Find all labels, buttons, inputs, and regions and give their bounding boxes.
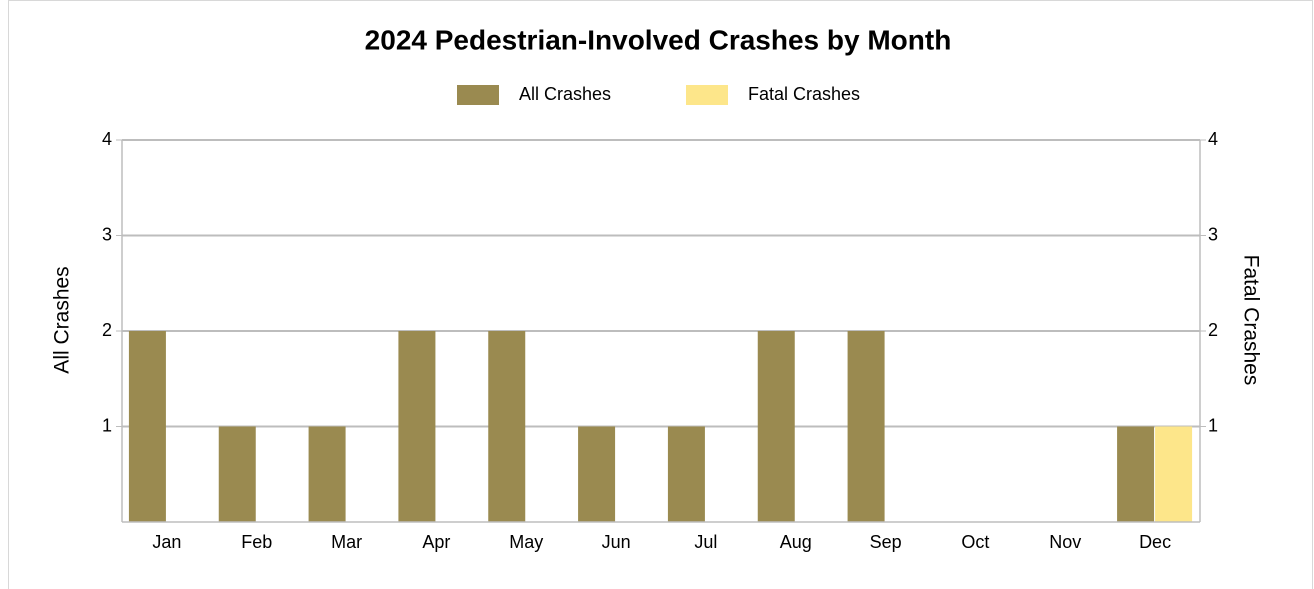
legend-label: Fatal Crashes <box>748 84 860 104</box>
y-axis-title: All Crashes <box>51 266 74 373</box>
legend-label: All Crashes <box>519 84 611 104</box>
x-tick-label: Aug <box>780 532 812 552</box>
y-tick-label: 1 <box>102 415 112 435</box>
bar <box>488 331 526 522</box>
legend-swatch <box>686 85 728 105</box>
y2-tick-label: 2 <box>1208 320 1218 340</box>
chart-title: 2024 Pedestrian-Involved Crashes by Mont… <box>365 24 952 55</box>
bar <box>218 426 256 522</box>
x-tick-label: Apr <box>422 532 450 552</box>
bar <box>308 426 346 522</box>
x-tick-label: Sep <box>870 532 902 552</box>
x-tick-label: Feb <box>241 532 272 552</box>
chart-border <box>8 0 1313 589</box>
bar <box>1155 426 1193 522</box>
y-tick-label: 2 <box>102 320 112 340</box>
y2-tick-label: 3 <box>1208 224 1218 244</box>
x-tick-label: Oct <box>961 532 989 552</box>
y-tick-label: 4 <box>102 129 112 149</box>
x-tick-label: Jul <box>694 532 717 552</box>
x-tick-label: Mar <box>331 532 362 552</box>
y2-tick-label: 1 <box>1208 415 1218 435</box>
x-tick-label: Jun <box>602 532 631 552</box>
bar <box>667 426 705 522</box>
bar <box>1117 426 1155 522</box>
x-tick-label: Nov <box>1049 532 1081 552</box>
y2-axis-title: Fatal Crashes <box>1239 255 1262 386</box>
bar <box>128 331 166 522</box>
y-tick-label: 3 <box>102 224 112 244</box>
bar <box>757 331 795 522</box>
bar <box>578 426 616 522</box>
x-tick-label: Jan <box>152 532 181 552</box>
x-tick-label: May <box>509 532 543 552</box>
y2-tick-label: 4 <box>1208 129 1218 149</box>
legend-swatch <box>457 85 499 105</box>
bar <box>398 331 436 522</box>
x-tick-label: Dec <box>1139 532 1171 552</box>
bar <box>847 331 885 522</box>
